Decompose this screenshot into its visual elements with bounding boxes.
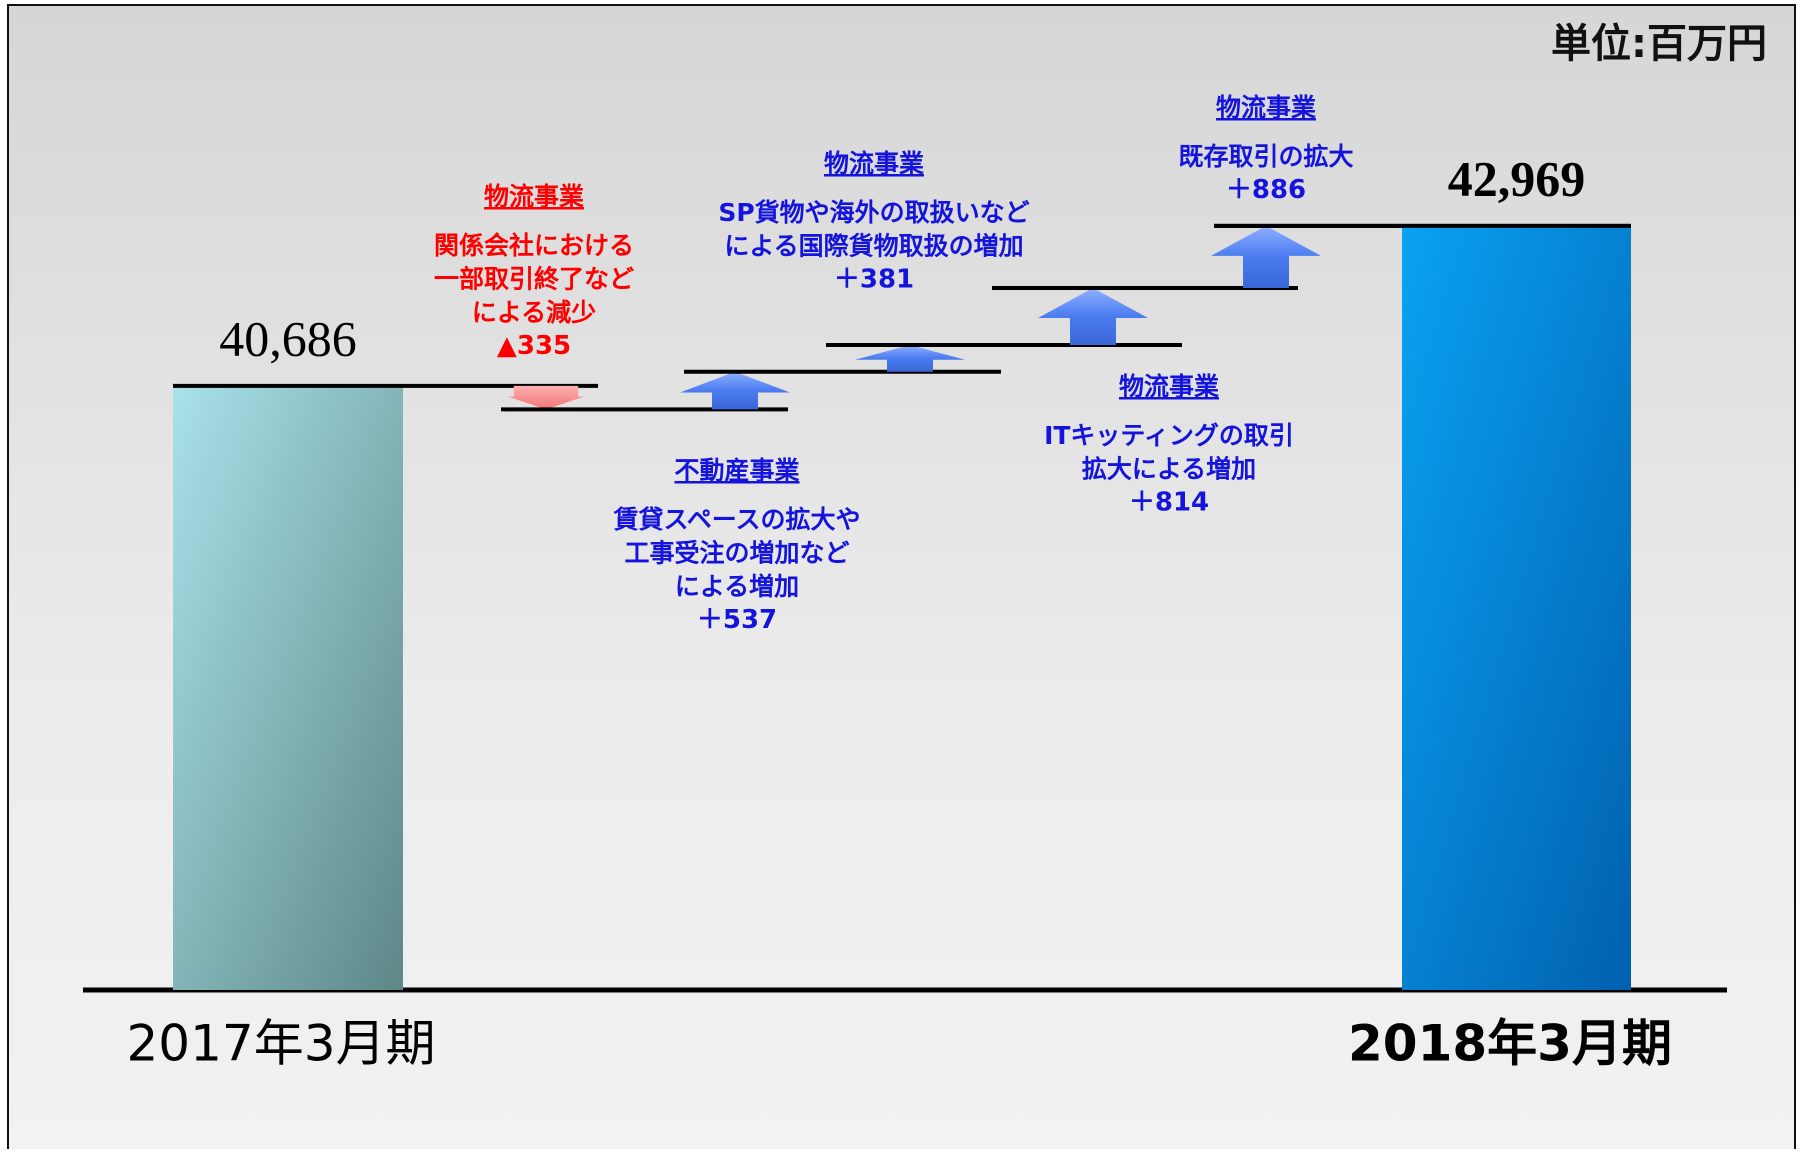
detail-heading: 物流事業 [824, 149, 924, 178]
detail-heading: 物流事業 [1216, 93, 1316, 122]
increase-arrow [1038, 287, 1148, 346]
detail-heading: 物流事業 [484, 182, 584, 211]
category-label: 2017年3月期 [126, 1015, 435, 1073]
detail-line: 拡大による増加 [1082, 455, 1256, 484]
detail-line: 工事受注の増加など [624, 539, 849, 568]
change-value-label: ▲335 [497, 331, 571, 361]
change-value-label: ＋381 [834, 265, 914, 295]
decrease-arrow [507, 385, 585, 410]
total-value-label: 42,969 [1448, 150, 1586, 206]
detail-line: 関係会社における [434, 231, 634, 260]
detail-line: による増加 [675, 572, 799, 601]
detail-line: による国際貨物取扱の増加 [724, 232, 1023, 261]
change-value-label: ＋814 [1129, 488, 1209, 518]
detail-heading: 物流事業 [1119, 372, 1219, 401]
increase-arrow [680, 371, 790, 410]
detail-line: 一部取引終了など [434, 265, 634, 294]
total-bar [1402, 225, 1631, 991]
detail-line: 賃貸スペースの拡大や [612, 505, 860, 534]
category-label: 2018年3月期 [1348, 1015, 1672, 1073]
detail-heading: 不動産事業 [674, 456, 799, 485]
total-bar [173, 385, 403, 990]
detail-line: 既存取引の拡大 [1178, 142, 1353, 171]
increase-arrow [855, 345, 965, 372]
detail-line: SP貨物や海外の取扱いなど [718, 198, 1029, 227]
total-value-label: 40,686 [219, 310, 357, 366]
unit-label: 単位:百万円 [1551, 21, 1767, 67]
increase-arrow [1211, 225, 1321, 288]
detail-line: による減少 [472, 298, 596, 327]
change-value-label: ＋886 [1226, 175, 1306, 205]
detail-line: ITキッティングの取引 [1044, 421, 1294, 450]
change-value-label: ＋537 [697, 605, 777, 635]
